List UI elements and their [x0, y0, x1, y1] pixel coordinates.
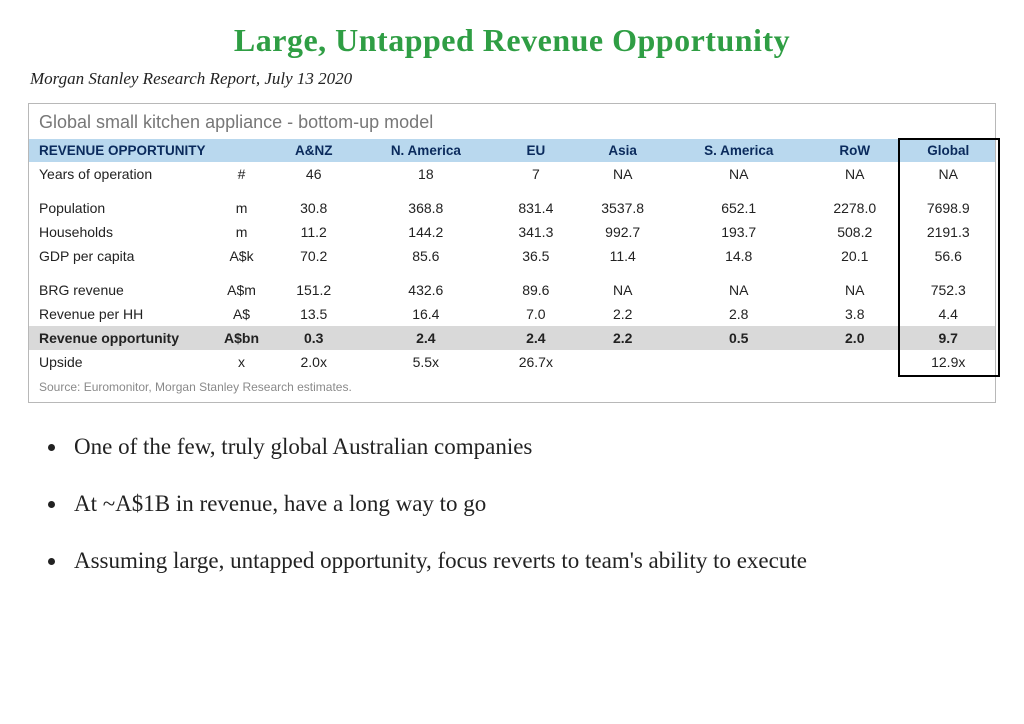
table-cell: 151.2 [272, 278, 356, 302]
table-cell: 11.4 [576, 244, 669, 268]
row-unit: x [212, 350, 272, 374]
table-cell: NA [808, 278, 901, 302]
table-header-label: REVENUE OPPORTUNITY [29, 139, 212, 162]
table-cell: 2191.3 [901, 220, 995, 244]
table-column-header: S. America [669, 139, 808, 162]
table-cell: 56.6 [901, 244, 995, 268]
table-column-header: Asia [576, 139, 669, 162]
table-cell: 89.6 [496, 278, 576, 302]
row-unit: A$bn [212, 326, 272, 350]
table-cell: 11.2 [272, 220, 356, 244]
table-row: GDP per capitaA$k70.285.636.511.414.820.… [29, 244, 995, 268]
table-column-header: A&NZ [272, 139, 356, 162]
table-cell: 432.6 [356, 278, 496, 302]
table-cell: 16.4 [356, 302, 496, 326]
table-cell: 0.5 [669, 326, 808, 350]
row-label: Revenue opportunity [29, 326, 212, 350]
table-cell: 341.3 [496, 220, 576, 244]
table-cell: NA [808, 162, 901, 186]
table-cell: NA [669, 278, 808, 302]
table-cell: 18 [356, 162, 496, 186]
table-cell: 2.2 [576, 326, 669, 350]
table-cell: 30.8 [272, 196, 356, 220]
table-row: BRG revenueA$m151.2432.689.6NANANA752.3 [29, 278, 995, 302]
table-row: Upsidex2.0x5.5x26.7x 12.9x [29, 350, 995, 374]
table-cell: NA [901, 162, 995, 186]
table-row: Householdsm11.2144.2341.3992.7193.7508.2… [29, 220, 995, 244]
revenue-table: REVENUE OPPORTUNITY A&NZN. AmericaEUAsiaS… [29, 139, 995, 374]
row-label: GDP per capita [29, 244, 212, 268]
table-cell: 2.2 [576, 302, 669, 326]
table-column-header: N. America [356, 139, 496, 162]
table-source: Source: Euromonitor, Morgan Stanley Rese… [29, 374, 995, 402]
data-table-container: Global small kitchen appliance - bottom-… [28, 103, 996, 403]
table-cell: 508.2 [808, 220, 901, 244]
table-cell: 7.0 [496, 302, 576, 326]
table-cell: 9.7 [901, 326, 995, 350]
table-cell [669, 350, 808, 374]
table-cell: 2.0 [808, 326, 901, 350]
table-cell: NA [576, 278, 669, 302]
row-label: Years of operation [29, 162, 212, 186]
table-cell: 992.7 [576, 220, 669, 244]
table-row: Populationm30.8368.8831.43537.8652.12278… [29, 196, 995, 220]
table-cell: 3.8 [808, 302, 901, 326]
table-column-header: RoW [808, 139, 901, 162]
table-title: Global small kitchen appliance - bottom-… [29, 104, 995, 139]
report-subtitle: Morgan Stanley Research Report, July 13 … [30, 69, 996, 89]
table-cell: 85.6 [356, 244, 496, 268]
table-cell: 20.1 [808, 244, 901, 268]
table-cell [576, 350, 669, 374]
table-cell: 368.8 [356, 196, 496, 220]
row-unit: A$ [212, 302, 272, 326]
table-cell: 7698.9 [901, 196, 995, 220]
table-cell: 7 [496, 162, 576, 186]
table-cell: 70.2 [272, 244, 356, 268]
table-cell: 26.7x [496, 350, 576, 374]
table-cell: 14.8 [669, 244, 808, 268]
row-label: Revenue per HH [29, 302, 212, 326]
row-unit: A$m [212, 278, 272, 302]
table-cell: 2.8 [669, 302, 808, 326]
table-cell: 2.4 [496, 326, 576, 350]
row-label: Households [29, 220, 212, 244]
table-cell: 5.5x [356, 350, 496, 374]
table-cell: 831.4 [496, 196, 576, 220]
table-column-header: EU [496, 139, 576, 162]
table-cell: 652.1 [669, 196, 808, 220]
table-cell: 13.5 [272, 302, 356, 326]
table-cell: 2.0x [272, 350, 356, 374]
table-cell: 36.5 [496, 244, 576, 268]
table-cell: NA [669, 162, 808, 186]
table-cell: 144.2 [356, 220, 496, 244]
row-unit: A$k [212, 244, 272, 268]
bullet-item: Assuming large, untapped opportunity, fo… [68, 545, 996, 576]
table-cell: 12.9x [901, 350, 995, 374]
table-cell: 3537.8 [576, 196, 669, 220]
bullet-item: At ~A$1B in revenue, have a long way to … [68, 488, 996, 519]
table-row: Revenue per HHA$13.516.47.02.22.83.84.4 [29, 302, 995, 326]
table-cell: 46 [272, 162, 356, 186]
table-cell [808, 350, 901, 374]
row-label: Upside [29, 350, 212, 374]
bullet-list: One of the few, truly global Australian … [68, 431, 996, 576]
row-label: Population [29, 196, 212, 220]
row-unit: m [212, 220, 272, 244]
table-cell: 752.3 [901, 278, 995, 302]
table-cell: 2.4 [356, 326, 496, 350]
bullet-item: One of the few, truly global Australian … [68, 431, 996, 462]
table-cell: NA [576, 162, 669, 186]
table-header-unit [212, 139, 272, 162]
table-row: Years of operation#46187NANANANA [29, 162, 995, 186]
table-cell: 193.7 [669, 220, 808, 244]
row-label: BRG revenue [29, 278, 212, 302]
table-row: Revenue opportunityA$bn0.32.42.42.20.52.… [29, 326, 995, 350]
table-cell: 2278.0 [808, 196, 901, 220]
row-unit: m [212, 196, 272, 220]
table-cell: 4.4 [901, 302, 995, 326]
page-title: Large, Untapped Revenue Opportunity [28, 22, 996, 59]
table-cell: 0.3 [272, 326, 356, 350]
table-column-header: Global [901, 139, 995, 162]
row-unit: # [212, 162, 272, 186]
